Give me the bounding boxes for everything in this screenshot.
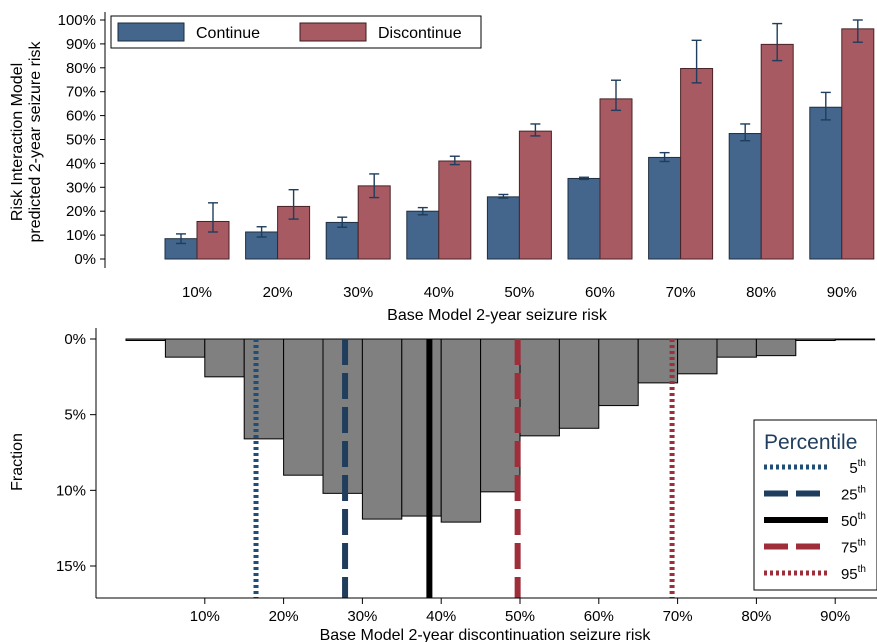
- bottom-x-tick-label: 80%: [741, 608, 771, 625]
- histogram-bin-18: [834, 338, 876, 341]
- top-y-tick-label: 100%: [58, 12, 96, 29]
- top-x-tick-labels: 10% 20% 30% 40% 50% 60% 70% 80% 90%: [182, 284, 857, 301]
- top-y-tick-label: 70%: [66, 84, 96, 101]
- percentile-lines: [253, 339, 675, 598]
- percentile-legend-box: [753, 419, 877, 591]
- top-x-tick-label: 20%: [263, 284, 293, 301]
- bar-continue-80pct: [728, 133, 762, 260]
- top-x-tick-label: 80%: [746, 284, 776, 301]
- histogram-bin-9: [480, 338, 521, 493]
- legend-label-discontinue: Discontinue: [378, 25, 462, 42]
- top-x-tick-label: 10%: [182, 284, 212, 301]
- legend-label-continue: Continue: [196, 25, 260, 42]
- histogram-bin-3: [243, 338, 285, 440]
- bar-discontinue-90pct: [841, 28, 875, 260]
- histogram-bin-6: [361, 338, 403, 520]
- bar-discontinue-60pct: [599, 98, 633, 260]
- bottom-x-axis-title: Base Model 2-year discontinuation seizur…: [320, 627, 652, 642]
- histogram-bin-8: [440, 338, 482, 523]
- histogram-bin-4: [283, 338, 324, 476]
- top-x-tick-label: 30%: [343, 284, 373, 301]
- top-y-tick-label: 60%: [66, 108, 96, 125]
- legend-swatch-discontinue: [299, 22, 367, 42]
- legend-swatch-continue: [117, 22, 185, 42]
- top-bar-chart: 0% 10% 20% 30% 40% 50% 60% 70% 80% 90% 100% 10% 20%…: [9, 12, 875, 324]
- bottom-x-tick-label: 50%: [505, 608, 535, 625]
- histogram-bin-11: [558, 338, 600, 429]
- histogram-bin-7: [401, 338, 442, 517]
- top-y-tick-label: 20%: [66, 203, 96, 220]
- top-y-axis-title: Risk Interaction Model predicted 2-year …: [9, 41, 44, 243]
- histogram-bin-16: [755, 338, 797, 357]
- bottom-y-tick-label: 10%: [56, 482, 86, 499]
- top-y-tick-label: 90%: [66, 36, 96, 53]
- top-error-bars: [176, 19, 863, 245]
- histogram-bin-1: [164, 338, 206, 358]
- bottom-histogram: 0% 5% 10% 15% 10% 20% 30% 40% 50% 60% 70% 80% 90% B…: [9, 328, 877, 642]
- bottom-x-tick-label: 40%: [426, 608, 456, 625]
- histogram-bins: [125, 338, 876, 523]
- bar-discontinue-80pct: [760, 43, 794, 260]
- bar-discontinue-70pct: [680, 68, 714, 260]
- top-legend: Continue Discontinue: [110, 15, 482, 49]
- bar-discontinue-40pct: [438, 160, 472, 260]
- histogram-bin-15: [716, 338, 757, 358]
- top-y-tick-label: 80%: [66, 60, 96, 77]
- bottom-x-tick-label: 60%: [584, 608, 614, 625]
- top-x-tick-label: 90%: [827, 284, 857, 301]
- top-y-tick-label: 50%: [66, 132, 96, 149]
- bottom-x-tick-label: 70%: [663, 608, 693, 625]
- histogram-bin-10: [519, 338, 560, 437]
- bottom-y-tick-label: 15%: [56, 558, 86, 575]
- bottom-x-ticks: 10% 20% 30% 40% 50% 60% 70% 80% 90%: [190, 598, 850, 625]
- top-y-axis-title-line-2: predicted 2-year seizure risk: [27, 41, 44, 243]
- top-y-tick-label: 0%: [74, 251, 96, 268]
- top-x-tick-label: 70%: [666, 284, 696, 301]
- bar-continue-70pct: [648, 156, 682, 260]
- bottom-y-axis-title: Fraction: [9, 433, 26, 491]
- bar-continue-40pct: [406, 210, 440, 260]
- bar-continue-90pct: [809, 106, 843, 260]
- bar-continue-50pct: [486, 196, 520, 260]
- histogram-bin-17: [795, 338, 836, 342]
- top-x-axis-title: Base Model 2-year seizure risk: [387, 307, 608, 324]
- top-y-ticks: 0% 10% 20% 30% 40% 50% 60% 70% 80% 90% 100%: [58, 12, 105, 268]
- bottom-x-tick-label: 30%: [347, 608, 377, 625]
- bottom-y-ticks: 0% 5% 10% 15%: [56, 331, 96, 575]
- bottom-y-tick-label: 5%: [64, 407, 86, 424]
- top-y-axis-title-line-1: Risk Interaction Model: [9, 63, 26, 221]
- bottom-x-tick-label: 10%: [190, 608, 220, 625]
- percentile-legend-title: Percentile: [764, 431, 857, 454]
- bar-continue-30pct: [325, 221, 359, 260]
- bottom-y-tick-label: 0%: [64, 331, 86, 348]
- histogram-bin-0: [125, 338, 166, 342]
- bar-discontinue-30pct: [357, 185, 391, 260]
- bottom-x-tick-label: 20%: [269, 608, 299, 625]
- top-x-tick-label: 60%: [585, 284, 615, 301]
- bar-continue-60pct: [567, 177, 601, 260]
- histogram-bin-12: [598, 338, 639, 407]
- bottom-x-tick-label: 90%: [820, 608, 850, 625]
- top-y-tick-label: 40%: [66, 155, 96, 172]
- top-x-tick-label: 50%: [504, 284, 534, 301]
- histogram-bin-14: [677, 338, 718, 375]
- top-y-tick-label: 30%: [66, 179, 96, 196]
- bar-discontinue-50pct: [518, 130, 552, 260]
- top-x-tick-label: 40%: [424, 284, 454, 301]
- top-bars: [164, 28, 875, 260]
- top-y-tick-label: 10%: [66, 227, 96, 244]
- histogram-bin-2: [204, 338, 245, 378]
